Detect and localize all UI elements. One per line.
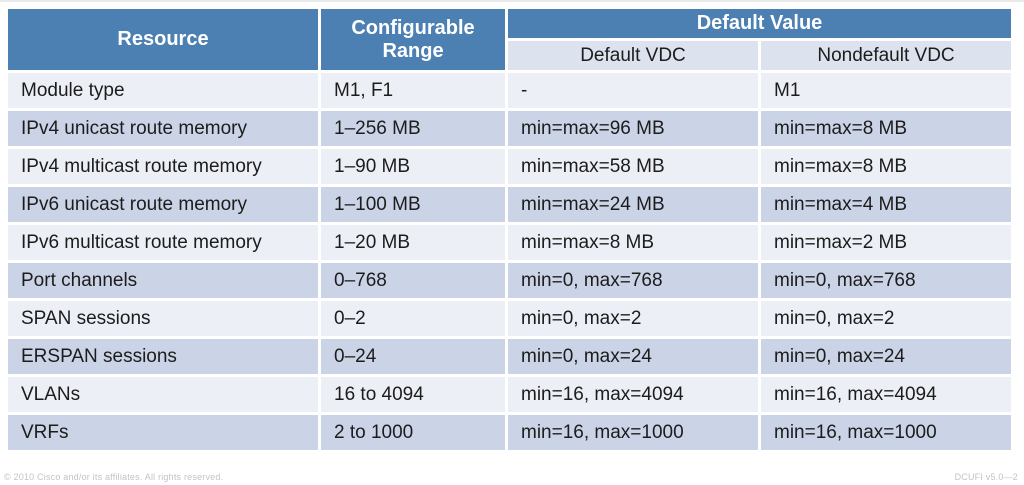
col-header-default-value: Default Value <box>508 9 1011 38</box>
cell-nondefault-vdc: min=0, max=24 <box>761 339 1011 374</box>
col-header-default-vdc: Default VDC <box>508 41 758 70</box>
table-body: Module type M1, F1 - M1 IPv4 unicast rou… <box>8 73 1011 450</box>
cell-default-vdc: min=max=58 MB <box>508 149 758 184</box>
cell-nondefault-vdc: min=max=4 MB <box>761 187 1011 222</box>
cell-default-vdc: - <box>508 73 758 108</box>
cell-resource: IPv4 multicast route memory <box>8 149 318 184</box>
cell-resource: Module type <box>8 73 318 108</box>
table-row: SPAN sessions 0–2 min=0, max=2 min=0, ma… <box>8 301 1011 336</box>
table-row: Module type M1, F1 - M1 <box>8 73 1011 108</box>
cell-default-vdc: min=max=8 MB <box>508 225 758 260</box>
table-row: IPv6 unicast route memory 1–100 MB min=m… <box>8 187 1011 222</box>
cell-resource: SPAN sessions <box>8 301 318 336</box>
cell-default-vdc: min=16, max=1000 <box>508 415 758 450</box>
col-header-nondefault-vdc: Nondefault VDC <box>761 41 1011 70</box>
cell-configurable-range: 1–100 MB <box>321 187 505 222</box>
cell-nondefault-vdc: min=0, max=2 <box>761 301 1011 336</box>
cell-nondefault-vdc: min=16, max=1000 <box>761 415 1011 450</box>
table-row: IPv6 multicast route memory 1–20 MB min=… <box>8 225 1011 260</box>
cell-resource: ERSPAN sessions <box>8 339 318 374</box>
cell-default-vdc: min=16, max=4094 <box>508 377 758 412</box>
cell-configurable-range: 1–256 MB <box>321 111 505 146</box>
table-row: IPv4 unicast route memory 1–256 MB min=m… <box>8 111 1011 146</box>
header-row-top: Resource Configurable Range Default Valu… <box>8 9 1011 70</box>
cell-resource: Port channels <box>8 263 318 298</box>
cell-resource: IPv6 multicast route memory <box>8 225 318 260</box>
table-row: VRFs 2 to 1000 min=16, max=1000 min=16, … <box>8 415 1011 450</box>
table-row: IPv4 multicast route memory 1–90 MB min=… <box>8 149 1011 184</box>
slide-footer: © 2010 Cisco and/or its affiliates. All … <box>4 472 1018 482</box>
cell-nondefault-vdc: min=max=2 MB <box>761 225 1011 260</box>
cell-configurable-range: 0–768 <box>321 263 505 298</box>
cell-configurable-range: 1–20 MB <box>321 225 505 260</box>
cell-nondefault-vdc: min=max=8 MB <box>761 149 1011 184</box>
cell-default-vdc: min=0, max=768 <box>508 263 758 298</box>
col-header-configurable-range: Configurable Range <box>321 9 505 70</box>
cell-default-vdc: min=0, max=24 <box>508 339 758 374</box>
vdc-resource-limits-table: Resource Configurable Range Default Valu… <box>5 6 1014 453</box>
col-header-resource: Resource <box>8 9 318 70</box>
table-row: VLANs 16 to 4094 min=16, max=4094 min=16… <box>8 377 1011 412</box>
cell-nondefault-vdc: min=max=8 MB <box>761 111 1011 146</box>
cell-configurable-range: 0–24 <box>321 339 505 374</box>
footer-copyright: © 2010 Cisco and/or its affiliates. All … <box>4 472 224 482</box>
cell-resource: VLANs <box>8 377 318 412</box>
cell-nondefault-vdc: M1 <box>761 73 1011 108</box>
footer-slide-ref: DCUFI v5.0—2 <box>954 472 1018 482</box>
cell-resource: IPv6 unicast route memory <box>8 187 318 222</box>
cell-resource: IPv4 unicast route memory <box>8 111 318 146</box>
cell-configurable-range: 16 to 4094 <box>321 377 505 412</box>
header-row-sub: Default VDC Nondefault VDC <box>8 41 1011 70</box>
cell-default-vdc: min=max=96 MB <box>508 111 758 146</box>
table-row: ERSPAN sessions 0–24 min=0, max=24 min=0… <box>8 339 1011 374</box>
cell-configurable-range: 0–2 <box>321 301 505 336</box>
cell-default-vdc: min=max=24 MB <box>508 187 758 222</box>
cell-configurable-range: M1, F1 <box>321 73 505 108</box>
cell-configurable-range: 2 to 1000 <box>321 415 505 450</box>
cell-nondefault-vdc: min=0, max=768 <box>761 263 1011 298</box>
cell-resource: VRFs <box>8 415 318 450</box>
cell-default-vdc: min=0, max=2 <box>508 301 758 336</box>
cell-configurable-range: 1–90 MB <box>321 149 505 184</box>
table-row: Port channels 0–768 min=0, max=768 min=0… <box>8 263 1011 298</box>
cell-nondefault-vdc: min=16, max=4094 <box>761 377 1011 412</box>
